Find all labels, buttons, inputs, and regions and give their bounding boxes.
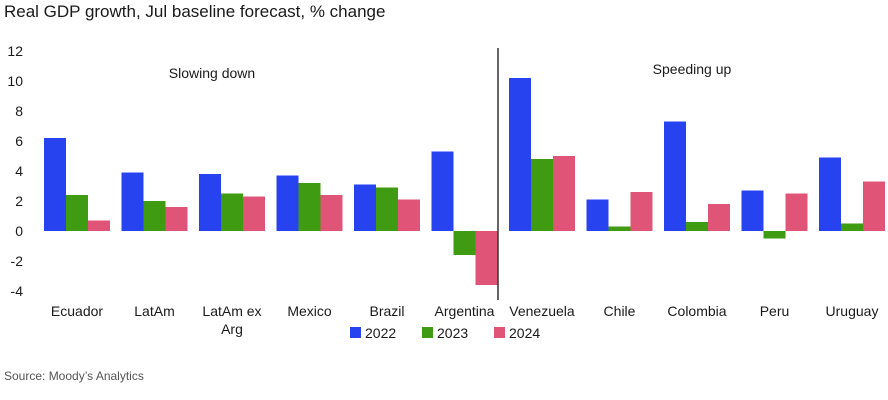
bar-2022 (121, 172, 144, 231)
legend: 2022 2023 2024 (350, 325, 540, 341)
y-tick-label: 6 (15, 133, 23, 149)
bar-2023 (686, 222, 708, 231)
bar-2022 (276, 175, 299, 231)
bar-2024 (165, 207, 188, 231)
legend-swatch-2022 (350, 327, 361, 338)
y-tick-label: -4 (11, 283, 24, 299)
bar-2024 (320, 195, 343, 231)
x-axis-category-labels: Ecuador LatAm LatAm ex Arg Mexico Brazil Argen… (51, 303, 879, 337)
x-category-label: Chile (604, 303, 636, 319)
bar-2024 (475, 231, 498, 285)
bar-2024 (243, 196, 265, 231)
legend-label-2022: 2022 (365, 325, 396, 341)
bar-2023 (66, 195, 88, 231)
bar-2022 (741, 190, 764, 231)
bar-2022 (819, 157, 841, 231)
bar-2022 (431, 151, 454, 231)
legend-swatch-2023 (422, 327, 433, 338)
bar-2022 (199, 174, 221, 231)
chart-title: Real GDP growth, Jul baseline forecast, … (4, 2, 386, 21)
y-tick-label: 10 (7, 73, 23, 89)
bar-2023 (143, 201, 166, 231)
y-tick-label: 4 (15, 163, 23, 179)
bar-2024 (863, 181, 885, 231)
x-category-label: Uruguay (826, 303, 879, 319)
bar-2024 (88, 220, 110, 231)
bar-2023 (841, 223, 863, 231)
panel-label-speeding-up: Speeding up (653, 61, 732, 77)
legend-label-2024: 2024 (509, 325, 540, 341)
y-tick-label: 8 (15, 103, 23, 119)
x-category-label: Brazil (369, 303, 404, 319)
legend-label-2023: 2023 (437, 325, 468, 341)
bar-2022 (44, 138, 66, 231)
y-tick-label: 2 (15, 193, 23, 209)
y-axis-ticks: 12 10 8 6 4 2 0 -2 -4 (7, 43, 23, 299)
bar-2022 (354, 184, 376, 231)
bar-2023 (376, 187, 398, 231)
y-tick-label: 12 (7, 43, 23, 59)
x-category-label: LatAm ex (202, 303, 261, 319)
bar-2024 (708, 204, 730, 231)
y-tick-label: -2 (11, 253, 24, 269)
x-category-label: Venezuela (509, 303, 575, 319)
bar-2023 (221, 193, 243, 231)
bar-2022 (664, 121, 686, 231)
bar-2023 (298, 183, 321, 231)
x-category-label: LatAm (134, 303, 174, 319)
x-category-label: Mexico (287, 303, 332, 319)
x-category-label: Arg (221, 321, 243, 337)
x-category-label: Argentina (435, 303, 495, 319)
bar-2024 (785, 193, 808, 231)
panel-label-slowing-down: Slowing down (169, 65, 255, 81)
bar-2024 (630, 192, 653, 231)
x-category-label: Colombia (667, 303, 726, 319)
bar-2022 (586, 199, 609, 231)
legend-swatch-2024 (494, 327, 505, 338)
x-category-label: Peru (760, 303, 790, 319)
x-category-label: Ecuador (51, 303, 103, 319)
bar-2022 (509, 78, 531, 231)
bar-2024 (553, 156, 575, 231)
y-tick-label: 0 (15, 223, 23, 239)
bars (44, 78, 885, 285)
bar-2023 (763, 231, 786, 239)
bar-2024 (398, 199, 420, 231)
bar-2023 (453, 231, 476, 255)
bar-2023 (608, 226, 631, 231)
bar-2023 (531, 159, 553, 231)
source-note: Source: Moody’s Analytics (4, 369, 144, 383)
